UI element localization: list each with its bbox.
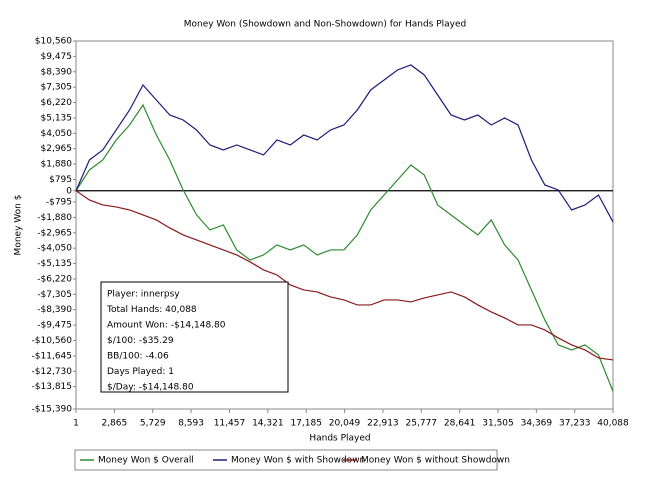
x-tick-label: 25,777 [406,419,438,429]
x-tick-label: 34,369 [521,419,553,429]
y-tick-label: 0 [66,186,72,196]
y-tick-label: $795 [49,175,72,185]
legend-label: Money Won $ Overall [98,456,194,466]
y-tick-label: -$13,815 [32,382,72,392]
legend-box [74,449,498,471]
x-tick-label: 17,185 [290,419,322,429]
info-text: Amount Won: -$14,148.80 [107,321,226,331]
y-tick-label: -$12,730 [32,367,73,377]
x-tick-label: 5,729 [140,419,166,429]
legend-label: Money Won $ with Showdown [231,456,365,466]
x-tick-label: 20,049 [329,419,361,429]
y-tick-label: -$4,050 [37,244,72,254]
series-line [75,103,614,392]
y-tick-label: -$795 [46,198,72,208]
info-text: Player: innerpsy [107,290,180,300]
y-tick-label: -$5,135 [37,259,72,269]
y-tick-label: -$9,475 [37,321,72,331]
y-tick-label: $2,965 [41,144,73,154]
y-tick-label: $1,880 [41,160,73,170]
info-box [100,281,289,393]
x-tick-label: 22,913 [367,419,399,429]
y-tick-label: -$6,220 [37,274,72,284]
y-tick-label: -$7,305 [37,290,72,300]
chart-title: Money Won (Showdown and Non-Showdown) fo… [184,20,467,30]
y-tick-label: $10,560 [35,37,72,47]
x-tick-label: 2,865 [101,419,127,429]
y-tick-label: -$8,390 [37,305,72,315]
x-tick-label: 31,505 [482,419,514,429]
y-tick-label: $5,135 [41,113,73,123]
series-line [75,190,614,361]
x-tick-label: 37,233 [559,419,591,429]
y-tick-label: -$11,645 [32,351,72,361]
y-tick-label: $6,220 [41,98,73,108]
x-tick-label: 14,321 [252,419,284,429]
y-tick-label: $7,305 [41,83,73,93]
y-tick-label: -$1,880 [37,213,72,223]
y-tick-label: -$10,560 [32,336,73,346]
info-text: $/Day: -$14,148.80 [107,383,194,393]
y-tick-label: -$15,390 [32,405,73,415]
info-text: Total Hands: 40,088 [106,305,197,315]
y-tick-label: $9,475 [41,52,73,62]
x-tick-label: 8,593 [178,419,204,429]
info-text: Days Played: 1 [107,367,174,377]
y-tick-label: -$2,965 [37,228,72,238]
y-axis-label: Money Won $ [14,195,24,256]
y-tick-label: $4,050 [41,129,73,139]
x-tick-label: 28,641 [444,419,476,429]
series-line [75,64,614,223]
info-text: BB/100: -4.06 [107,352,169,362]
x-tick-label: 40,088 [597,419,629,429]
y-tick-label: $8,390 [41,67,73,77]
legend-label: Money Won $ without Showdown [361,456,510,466]
x-tick-label: 11,457 [214,419,246,429]
info-text: $/100: -$35.29 [107,336,174,346]
x-axis-label: Hands Played [309,434,370,444]
x-tick-label: 1 [73,419,79,429]
